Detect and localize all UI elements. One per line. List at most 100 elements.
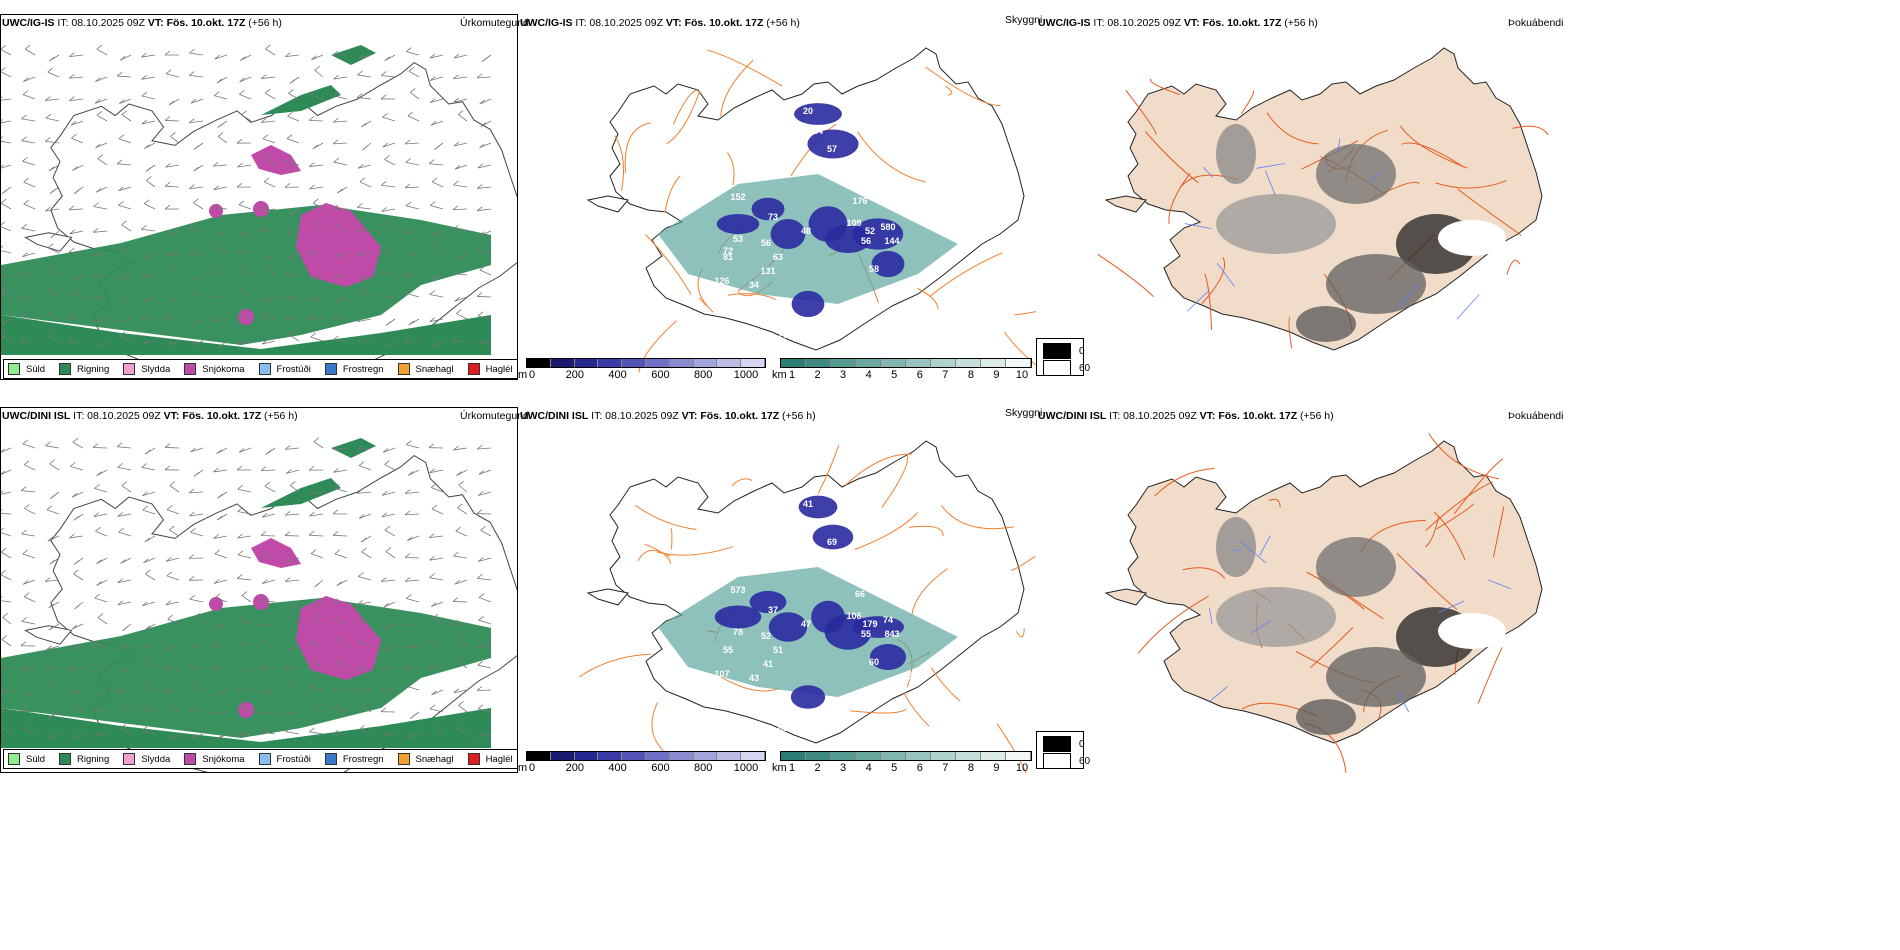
colorbar-tick: 200 <box>565 762 584 774</box>
colorbar-tick: 9 <box>993 369 1000 381</box>
legend-item: Frostregn <box>324 363 384 375</box>
km-colorbar-row2: km 1 2 3 4 5 6 7 8 9 10 <box>772 751 1034 775</box>
cloud-base-label: 131 <box>760 266 775 276</box>
cloud-base-label: 106 <box>846 611 861 621</box>
coastline <box>1104 588 1147 606</box>
colorbar-tick: 400 <box>608 369 627 381</box>
colorbar-unit: km <box>772 369 787 381</box>
fog-header-row2: UWC/DINI ISL IT: 08.10.2025 09Z VT: Fös.… <box>1038 410 1334 422</box>
colorbar-tick: 5 <box>891 762 898 774</box>
legend-label: Súld <box>26 363 46 375</box>
cloud-base-label: 72 <box>723 246 733 256</box>
legend-label: Haglél <box>485 753 513 765</box>
cloud-base-label: 60 <box>869 657 879 667</box>
model-label: UWC/IG-IS <box>520 17 573 29</box>
legend-label: Snjókoma <box>202 753 245 765</box>
cloud-base-label: 36 <box>779 705 789 715</box>
rivers <box>1209 535 1512 713</box>
coastline <box>586 588 629 606</box>
legend-swatch <box>59 363 72 375</box>
fog-title-row2: Þokuábendi <box>1508 410 1564 422</box>
cloud-base-patch <box>791 290 825 318</box>
cloud-base-label: 580 <box>880 222 895 232</box>
cloud-base-label: 179 <box>862 619 877 629</box>
cloud-base-label: 573 <box>730 585 745 595</box>
colorbar-tick: 1000 <box>733 369 759 381</box>
cloud-base-label: 41 <box>763 659 773 669</box>
colorbar-tick: 6 <box>916 762 923 774</box>
colorbar-tick: 600 <box>651 762 670 774</box>
cloud-base-label: 56 <box>761 238 771 248</box>
fog-legend-swatch <box>1043 360 1071 376</box>
legend-item: Snæhagl <box>397 753 454 765</box>
snow-area <box>209 597 223 611</box>
legend-item: Snjókoma <box>184 753 245 765</box>
legend-swatch <box>184 363 197 375</box>
lead-time: (+56 h) <box>782 410 816 422</box>
precip-map <box>1 437 517 772</box>
lead-time: (+56 h) <box>1300 410 1334 422</box>
rivers <box>1184 138 1480 320</box>
colorbar-tick: 1000 <box>733 762 759 774</box>
cloud-base-label: 56 <box>861 236 871 246</box>
colorbar-tick: 4 <box>865 369 872 381</box>
cloud-base-patch <box>794 103 842 125</box>
fog-title-row1: Þokuábendi <box>1508 17 1564 29</box>
snow-area <box>253 201 269 217</box>
legend-swatch <box>8 753 20 765</box>
fog-shading <box>1216 517 1476 735</box>
legend-swatch <box>467 363 480 375</box>
wind-barbs <box>1 44 492 349</box>
precip-title-row1: Úrkomutegund <box>460 17 529 29</box>
legend-swatch <box>397 363 410 375</box>
cloud-base-patch <box>768 612 808 642</box>
colorbar-tick: 7 <box>942 369 949 381</box>
model-label: UWC/DINI ISL <box>2 410 71 422</box>
height-colorbar-row1: m 0 200 400 600 800 1000 <box>518 358 768 382</box>
snow-area <box>209 204 223 218</box>
legend-item: Snæhagl <box>397 363 454 375</box>
legend-label: Frostúði <box>276 753 311 765</box>
coastline <box>24 232 73 252</box>
lead-time: (+56 h) <box>248 17 282 29</box>
colorbar-tick: 3 <box>840 762 847 774</box>
colorbar-strip <box>526 358 766 368</box>
colorbar-tick: 1 <box>788 762 796 774</box>
valid-time: VT: Fös. 10.okt. 17Z <box>665 17 764 29</box>
cloud-base-label: 70 <box>778 330 788 340</box>
fog-panel-row2 <box>1036 407 1554 773</box>
cloud-base-label: 53 <box>903 278 913 288</box>
model-label: UWC/IG-IS <box>1038 17 1091 29</box>
legend-label: Rigning <box>77 753 110 765</box>
issue-time: IT: 08.10.2025 09Z <box>1109 410 1197 422</box>
cloud-base-label: 55 <box>861 629 871 639</box>
cloud-base-label: 20 <box>803 106 813 116</box>
model-label: UWC/DINI ISL <box>1038 410 1107 422</box>
cloud-base-patch <box>852 218 904 250</box>
legend-swatch <box>467 753 480 765</box>
cloud-base-label: 34 <box>749 280 759 290</box>
issue-time: IT: 08.10.2025 09Z <box>575 17 663 29</box>
colorbar-tick: 0 <box>528 762 536 774</box>
legend-label: Snjókoma <box>202 363 245 375</box>
precip-header-row2: UWC/DINI ISL IT: 08.10.2025 09Z VT: Fös.… <box>2 410 298 422</box>
fog-map <box>1097 47 1549 351</box>
colorbar-tick: 8 <box>967 762 974 774</box>
cloud-base-label: 63 <box>773 252 783 262</box>
legend-item: Slydda <box>123 363 170 375</box>
glacier-area <box>1438 220 1506 256</box>
model-label: UWC/IG-IS <box>2 17 55 29</box>
fog-panel-row1 <box>1036 14 1554 380</box>
fog-legend-row2: 0 60 <box>1036 731 1090 769</box>
legend-label: Snæhagl <box>415 363 454 375</box>
cloud-base-label: 50 <box>779 296 789 306</box>
fog-legend-swatch <box>1043 753 1071 769</box>
fog-legend-item: 0 <box>1043 343 1085 359</box>
colorbar-tick: 9 <box>993 762 1000 774</box>
legend-label: Súld <box>26 753 46 765</box>
cloud-base-patch <box>852 616 904 638</box>
legend-swatch <box>8 363 20 375</box>
colorbar-tick: 5 <box>891 369 898 381</box>
visibility-title-row1: Skyggni <box>1005 14 1043 26</box>
cloud-base-label: 48 <box>801 226 811 236</box>
